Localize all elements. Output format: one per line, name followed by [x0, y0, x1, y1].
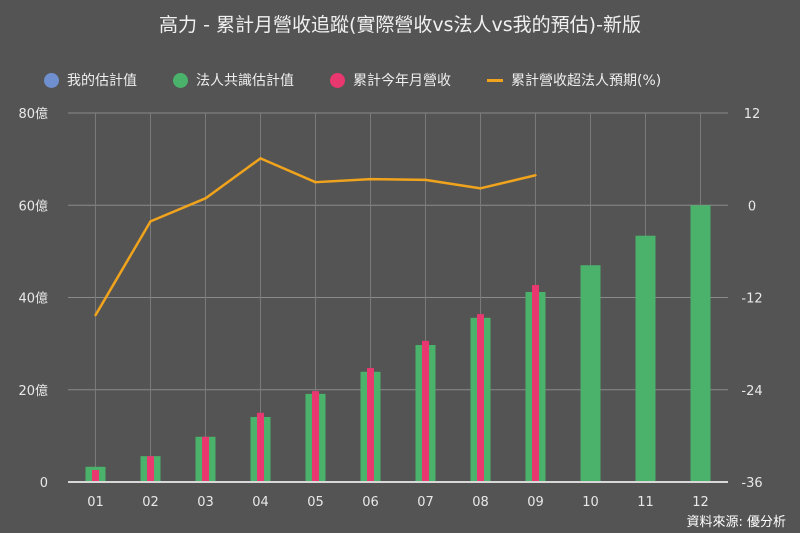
y2-tick-label: -12: [741, 292, 762, 307]
bar-actual: [147, 456, 154, 482]
line-point: [424, 178, 427, 182]
bar-actual: [367, 368, 374, 482]
y-tick-label: 60億: [18, 198, 48, 214]
x-tick-label: 03: [197, 495, 214, 510]
x-tick-label: 01: [87, 495, 104, 510]
x-tick-label: 05: [307, 495, 324, 510]
line-point: [149, 220, 152, 223]
bar-consensus: [580, 265, 601, 482]
legend-marker: [487, 78, 503, 82]
legend-item-actual[interactable]: 累計今年月營收: [330, 70, 451, 90]
line-point: [369, 177, 372, 181]
legend-item-consensus[interactable]: 法人共識估計值: [173, 70, 294, 90]
bar-actual: [202, 436, 209, 482]
x-tick-label: 06: [362, 495, 379, 510]
legend-label: 法人共識估計值: [196, 73, 294, 89]
legend-item-beat-pct[interactable]: 累計營收超法人預期(%): [487, 70, 661, 90]
y-tick-label: 40億: [18, 291, 48, 307]
y-tick-label: 0: [40, 476, 48, 491]
line-point: [479, 187, 482, 190]
line-point: [534, 174, 537, 177]
bar-actual: [422, 340, 429, 482]
x-tick-label: 11: [637, 495, 654, 510]
bar-actual: [532, 285, 539, 482]
line-point: [259, 157, 262, 160]
x-tick-label: 04: [252, 495, 269, 510]
legend-label: 累計今年月營收: [353, 73, 451, 89]
y2-tick-label: -24: [741, 384, 762, 399]
legend-item-my-estimate[interactable]: 我的估計值: [44, 70, 137, 90]
y2-tick-label: -36: [741, 476, 762, 491]
line-point: [314, 180, 317, 184]
x-tick-label: 10: [582, 495, 599, 510]
line-point: [204, 197, 207, 200]
legend-marker: [44, 72, 59, 88]
y2-tick-label: 0: [748, 199, 756, 214]
legend-marker: [330, 72, 345, 88]
y2-tick-label: 12: [744, 107, 761, 122]
y-tick-label: 80億: [18, 106, 48, 122]
legend-label: 累計營收超法人預期(%): [511, 73, 662, 89]
x-tick-label: 07: [417, 495, 434, 510]
legend-label: 我的估計值: [67, 73, 137, 89]
line-point: [94, 313, 97, 317]
legend: 我的估計值 法人共識估計值 累計今年月營收 累計營收超法人預期(%): [44, 70, 661, 90]
legend-marker: [173, 72, 188, 88]
chart-title: 高力 - 累計月營收追蹤(實際營收vs法人vs我的預估)-新版: [159, 14, 641, 36]
bar-actual: [257, 412, 264, 482]
x-tick-label: 02: [142, 495, 159, 510]
bar-actual: [312, 391, 319, 482]
bar-consensus: [690, 205, 711, 482]
x-tick-label: 08: [472, 495, 489, 510]
bar-actual: [477, 314, 484, 482]
x-tick-label: 12: [692, 495, 709, 510]
y-tick-label: 20億: [18, 383, 48, 399]
bar-actual: [92, 470, 99, 482]
x-tick-label: 09: [527, 495, 544, 510]
bar-consensus: [635, 235, 656, 482]
source-note: 資料來源: 優分析: [686, 515, 786, 530]
